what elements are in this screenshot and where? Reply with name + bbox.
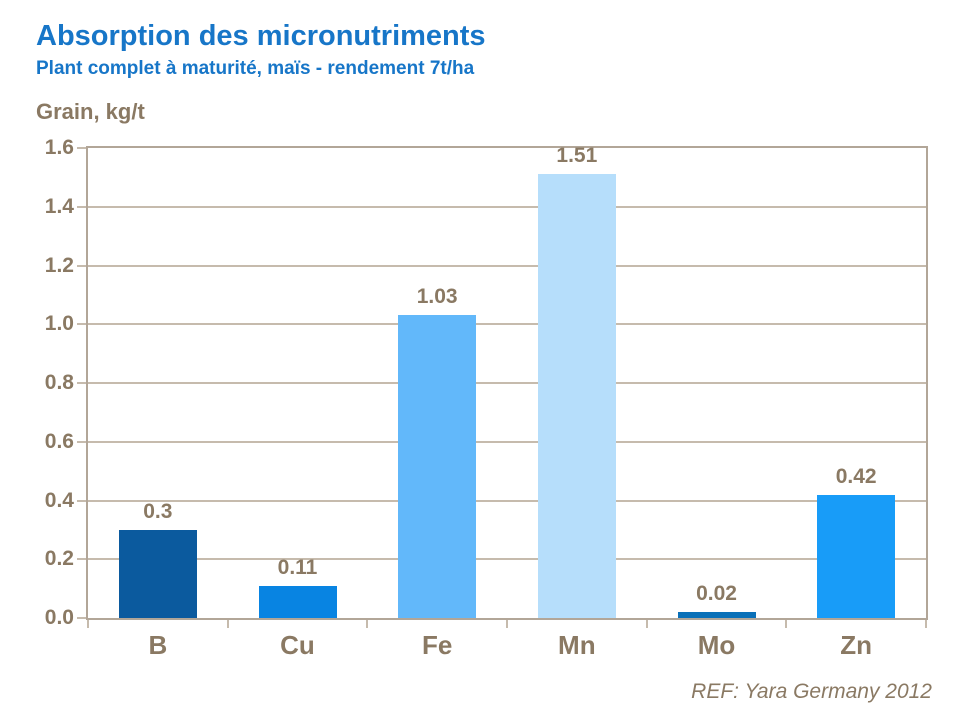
x-axis-category-label: Mn xyxy=(558,630,596,660)
chart-subtitle: Plant complet à maturité, maïs - rendeme… xyxy=(36,58,475,79)
y-axis-tick xyxy=(77,205,86,208)
x-axis-tick xyxy=(226,620,229,628)
chart-title: Absorption des micronutriments xyxy=(36,20,486,52)
x-axis-tick xyxy=(506,620,508,628)
x-axis-category-label: Fe xyxy=(421,630,453,660)
bar-Zn xyxy=(817,494,896,618)
source-reference: REF: Yara Germany 2012 xyxy=(691,680,932,703)
x-axis-category-label: Zn xyxy=(840,630,873,660)
x-axis-tick xyxy=(645,620,648,628)
gridline xyxy=(88,440,926,443)
y-axis-tick-label: 0.6 xyxy=(44,429,74,453)
y-axis-tick xyxy=(77,264,86,267)
x-axis-tick xyxy=(366,620,369,628)
bar-Mo xyxy=(677,612,756,618)
bar-Cu xyxy=(258,585,337,618)
y-axis-tick xyxy=(77,440,86,443)
gridline xyxy=(88,205,926,208)
bar-value-label: 0.42 xyxy=(835,464,877,488)
y-axis-title: Grain, kg/t xyxy=(36,99,145,124)
bar-value-label: 0.11 xyxy=(277,555,318,579)
gridline xyxy=(88,323,926,326)
gridline xyxy=(88,499,926,502)
y-axis-tick-label: 0.8 xyxy=(44,371,74,394)
gridline xyxy=(88,264,926,267)
bar-value-label: 1.03 xyxy=(416,285,458,309)
y-axis-tick xyxy=(77,558,86,561)
x-axis-category-label: Cu xyxy=(280,630,315,660)
x-axis-category-label: B xyxy=(148,630,168,660)
gridline xyxy=(88,558,926,561)
x-axis-category-label: Mo xyxy=(697,630,736,660)
y-axis-tick xyxy=(77,323,86,326)
gridline xyxy=(88,382,926,384)
plot-area: 0.3 0.11 1.03 1.51 0.02 0.42 xyxy=(86,144,928,620)
bar-Mn xyxy=(537,174,616,618)
y-axis-tick-label: 0.0 xyxy=(44,606,74,629)
y-axis-tick-label: 0.4 xyxy=(44,488,74,512)
x-axis-tick xyxy=(925,620,927,628)
y-axis-tick xyxy=(77,147,86,149)
bar-value-label: 0.02 xyxy=(696,582,737,606)
y-axis-tick-label: 1.0 xyxy=(44,312,74,336)
bar-value-label: 0.3 xyxy=(143,499,173,523)
y-axis-tick-label: 1.6 xyxy=(44,136,74,159)
y-axis-tick-label: 1.2 xyxy=(44,253,74,277)
y-axis-tick-label: 0.2 xyxy=(44,547,74,571)
y-axis-tick-label: 1.4 xyxy=(44,194,74,218)
x-axis-tick xyxy=(785,620,788,628)
y-axis-tick xyxy=(77,382,86,384)
y-axis-tick xyxy=(77,617,86,619)
bar-B xyxy=(118,529,197,618)
bar-Fe xyxy=(398,315,477,618)
bar-value-label: 1.51 xyxy=(556,144,598,168)
y-axis-tick xyxy=(77,499,86,502)
x-axis-tick xyxy=(87,620,89,628)
